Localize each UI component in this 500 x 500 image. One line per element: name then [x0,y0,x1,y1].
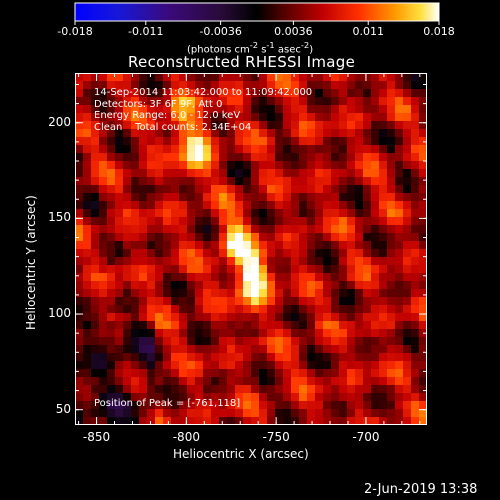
chart-title: Reconstructed RHESSI Image [128,53,356,71]
colorbar-units: (photons cm-2 s-1 asec-2) [187,40,314,56]
x-axis-label: Heliocentric X (arcsec) [173,447,309,461]
colorbar-tick-label: -0.018 [57,25,93,38]
plot-date: 2-Jun-2019 13:38 [364,482,478,497]
plot-image [75,73,427,425]
y-tick-label: 100 [48,306,71,321]
colorbar-tick-label: 0.0036 [274,25,313,38]
plot-frame [75,73,427,425]
colorbar-tick-label: -0.011 [128,25,164,38]
peak-position: Position of Peak = [-761,118] [94,398,241,409]
y-tick-label: 150 [48,210,71,225]
x-tick-label: -850 [82,430,111,444]
x-tick-label: -700 [352,430,380,444]
y-tick-label: 200 [48,114,71,129]
colorbar-tick-label: -0.0036 [199,25,242,38]
info-energy-range: Energy Range: 6.0 - 12.0 keV [94,110,241,121]
info-text: 14-Sep-2014 11:03:42.000 to 11:09:42.000… [94,87,312,133]
info-time-range: 14-Sep-2014 11:03:42.000 to 11:09:42.000 [94,87,313,98]
colorbar [74,2,440,25]
x-tick-label: -800 [172,430,200,444]
colorbar-tick-label: 0.018 [423,25,455,38]
colorbar-gradient [74,2,440,22]
info-counts: Clean Total counts: 2.34E+04 [94,121,252,133]
y-axis-label: Heliocentric Y (arcsec) [24,195,38,330]
info-detectors: Detectors: 3F 6F 9F, Att 0 [94,98,223,110]
x-tick-label: -750 [262,430,290,444]
y-tick-label: 50 [55,401,71,416]
colorbar-tick-label: 0.011 [352,25,384,38]
